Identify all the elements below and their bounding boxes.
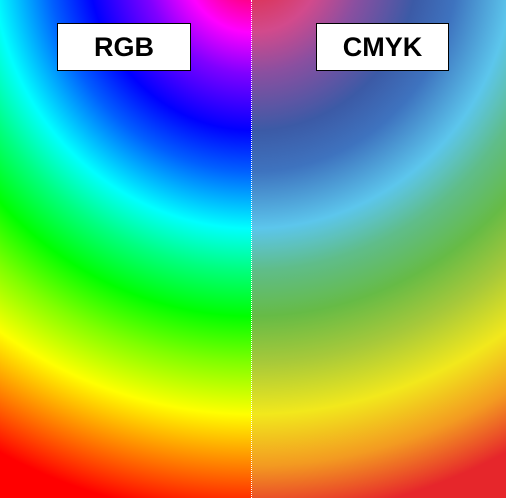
rgb-label: RGB — [57, 23, 191, 71]
cmyk-label: CMYK — [316, 23, 449, 71]
rgb-half — [0, 0, 252, 498]
center-divider — [251, 0, 252, 498]
cmyk-half — [252, 0, 506, 498]
rgb-spectrum-gradient — [0, 0, 252, 498]
cmyk-spectrum-gradient — [252, 0, 506, 498]
